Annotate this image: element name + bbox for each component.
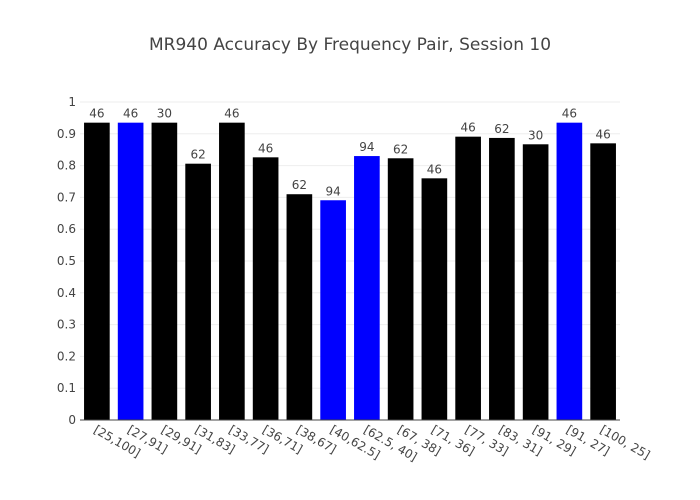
bar bbox=[421, 178, 448, 420]
y-tick-label: 0.5 bbox=[57, 254, 76, 268]
bar-data-label: 46 bbox=[460, 121, 475, 135]
bar bbox=[252, 157, 279, 420]
x-axis-ticks: [25,100][27,91][29,91][31,83][33,77][36,… bbox=[91, 422, 652, 464]
bars bbox=[84, 122, 616, 421]
bar bbox=[489, 137, 515, 420]
bar bbox=[522, 144, 549, 420]
y-tick-label: 0.9 bbox=[57, 127, 76, 141]
bar bbox=[219, 122, 245, 421]
y-tick-label: 0.4 bbox=[57, 286, 76, 300]
y-tick-label: 0.6 bbox=[57, 222, 76, 236]
bar bbox=[151, 122, 178, 421]
bar-data-label: 62 bbox=[190, 148, 205, 162]
y-axis-ticks: 0 0.1 0.2 0.3 0.4 0.5 0.6 0.7 0.8 0.9 1 bbox=[57, 95, 76, 427]
y-tick-label: 1 bbox=[68, 95, 76, 109]
bar bbox=[185, 163, 211, 420]
bar bbox=[117, 122, 144, 421]
bar bbox=[286, 194, 313, 420]
bar bbox=[84, 122, 110, 421]
bar-data-label: 46 bbox=[123, 107, 138, 121]
bar-data-label: 46 bbox=[224, 107, 239, 121]
y-tick-label: 0.3 bbox=[57, 318, 76, 332]
y-tick-label: 0 bbox=[68, 413, 76, 427]
y-tick-label: 0.1 bbox=[57, 381, 76, 395]
y-tick-label: 0.2 bbox=[57, 349, 76, 363]
bar bbox=[354, 156, 380, 420]
bar-data-label: 30 bbox=[157, 107, 172, 121]
bar-data-label: 46 bbox=[427, 162, 442, 176]
bar-data-label: 62 bbox=[494, 122, 509, 136]
bar-data-label: 94 bbox=[359, 140, 374, 154]
bar-data-label: 30 bbox=[528, 128, 543, 142]
bar bbox=[556, 122, 583, 421]
chart-title: MR940 Accuracy By Frequency Pair, Sessio… bbox=[149, 35, 551, 55]
bar-data-label: 62 bbox=[292, 178, 307, 192]
bar-data-label: 46 bbox=[258, 141, 273, 155]
data-labels: 46 46 30 62 46 46 62 94 94 62 46 46 62 30 46 46 bbox=[89, 107, 611, 199]
bar-data-label: 62 bbox=[393, 142, 408, 156]
bar-data-label: 94 bbox=[325, 184, 340, 198]
bar-data-label: 46 bbox=[562, 107, 577, 121]
bar bbox=[455, 136, 481, 421]
bar-data-label: 46 bbox=[89, 107, 104, 121]
bar bbox=[387, 158, 414, 420]
bar bbox=[590, 143, 616, 420]
bar-data-label: 46 bbox=[595, 127, 610, 141]
y-tick-label: 0.7 bbox=[57, 190, 76, 204]
bar bbox=[320, 200, 346, 420]
y-tick-label: 0.8 bbox=[57, 159, 76, 173]
